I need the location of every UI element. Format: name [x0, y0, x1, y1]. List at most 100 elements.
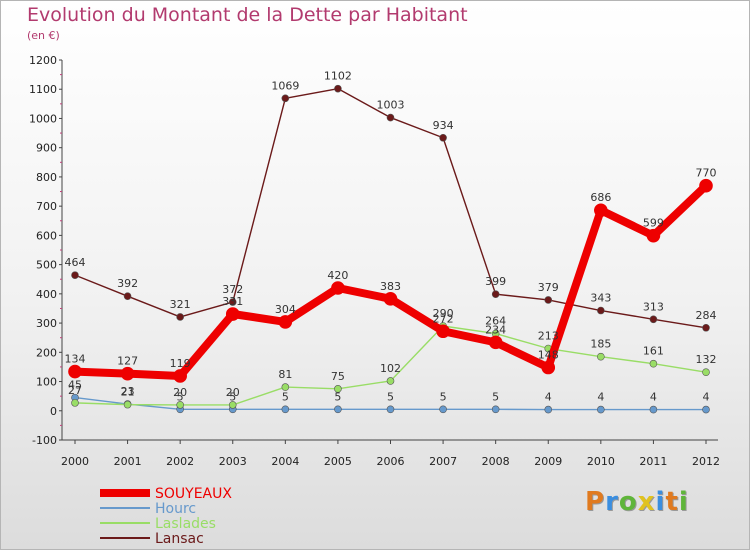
- data-label: 119: [170, 357, 191, 370]
- data-point: [646, 228, 661, 243]
- data-label: 148: [538, 349, 559, 362]
- data-point: [123, 292, 132, 300]
- data-point: [281, 94, 290, 103]
- data-point: [71, 271, 79, 279]
- data-point: [491, 405, 500, 414]
- data-label: 102: [380, 362, 401, 375]
- series-lansac: [71, 84, 710, 332]
- data-point: [281, 405, 290, 414]
- x-tick-label: 2007: [429, 455, 457, 468]
- data-label: 132: [696, 353, 717, 366]
- y-tick-label: 600: [36, 229, 57, 242]
- data-label: 304: [275, 303, 296, 316]
- data-label: 161: [643, 345, 664, 358]
- y-tick-label: 1200: [29, 54, 57, 67]
- y-tick-label: 300: [36, 317, 57, 330]
- data-point: [386, 405, 395, 414]
- x-tick-label: 2001: [114, 455, 142, 468]
- x-tick-label: 2003: [219, 455, 247, 468]
- y-tick-label: 500: [36, 259, 57, 272]
- data-label: 399: [485, 275, 506, 288]
- data-point: [702, 368, 710, 376]
- data-point: [71, 399, 79, 407]
- data-point: [383, 292, 398, 306]
- logo-letter: P: [585, 487, 606, 517]
- data-point: [176, 313, 184, 321]
- data-point: [334, 405, 342, 414]
- y-tick-label: 0: [50, 405, 57, 418]
- data-label: 20: [173, 386, 187, 399]
- data-label: 4: [703, 391, 710, 404]
- data-point: [541, 360, 556, 375]
- data-label: 599: [643, 217, 664, 230]
- y-tick-label: 1000: [29, 112, 57, 125]
- data-point: [225, 307, 240, 321]
- y-tick-label: -100: [32, 434, 57, 447]
- data-label: 686: [590, 191, 611, 204]
- logo-letter: i: [655, 487, 666, 517]
- x-tick-label: 2004: [271, 455, 299, 468]
- data-label: 464: [65, 256, 86, 269]
- data-label: 284: [696, 309, 717, 322]
- data-label: 5: [440, 390, 447, 403]
- chart-title: Evolution du Montant de la Dette par Hab…: [27, 4, 468, 26]
- data-point: [123, 400, 132, 409]
- data-label: 23: [121, 385, 135, 398]
- x-tick-label: 2011: [639, 455, 667, 468]
- data-label: 5: [229, 390, 236, 403]
- data-label: 4: [545, 391, 552, 404]
- logo-letter: r: [605, 487, 619, 517]
- data-point: [120, 366, 135, 381]
- data-point: [436, 324, 450, 339]
- data-point: [439, 133, 447, 142]
- data-point: [334, 84, 342, 93]
- legend-label: Laslades: [155, 516, 216, 532]
- data-label: 5: [334, 390, 341, 403]
- data-label: 934: [433, 119, 454, 132]
- data-label: 1003: [377, 99, 405, 112]
- data-point: [594, 203, 608, 218]
- data-point: [702, 405, 710, 414]
- data-point: [597, 352, 605, 361]
- data-label: 45: [68, 379, 82, 392]
- data-label: 20: [226, 386, 240, 399]
- data-point: [488, 335, 503, 350]
- data-label: 213: [538, 330, 559, 343]
- chart-subtitle: (en €): [27, 29, 60, 42]
- data-point: [597, 306, 605, 315]
- data-label: 127: [117, 355, 138, 368]
- data-label: 420: [327, 269, 348, 282]
- data-point: [278, 315, 293, 329]
- data-point: [173, 369, 187, 383]
- data-label: 1102: [324, 70, 352, 83]
- data-point: [699, 178, 713, 193]
- legend-label: Hourc: [155, 501, 196, 517]
- y-tick-label: 400: [36, 288, 57, 301]
- data-label: 4: [650, 391, 657, 404]
- data-label: 321: [170, 298, 191, 311]
- data-label: 5: [492, 390, 499, 403]
- data-label: 75: [331, 370, 345, 383]
- data-label: 185: [590, 338, 611, 351]
- logo-letter: x: [637, 487, 656, 517]
- data-label: 290: [433, 307, 454, 320]
- data-label: 383: [380, 280, 401, 293]
- data-label: 770: [696, 167, 717, 180]
- data-point: [544, 296, 553, 304]
- y-tick-label: 900: [36, 142, 57, 155]
- data-point: [281, 383, 290, 391]
- data-label: 81: [278, 368, 292, 381]
- y-tick-label: 1100: [29, 83, 57, 96]
- logo-letter: i: [678, 487, 689, 517]
- legend-label: SOUYEAUX: [155, 486, 232, 502]
- data-label: 5: [387, 390, 394, 403]
- data-point: [491, 290, 500, 298]
- y-tick-label: 200: [36, 346, 57, 359]
- data-point: [439, 405, 447, 414]
- legend-label: Lansac: [155, 531, 204, 547]
- data-point: [649, 315, 658, 324]
- series-souyeaux: [68, 178, 713, 383]
- data-label: 4: [597, 391, 604, 404]
